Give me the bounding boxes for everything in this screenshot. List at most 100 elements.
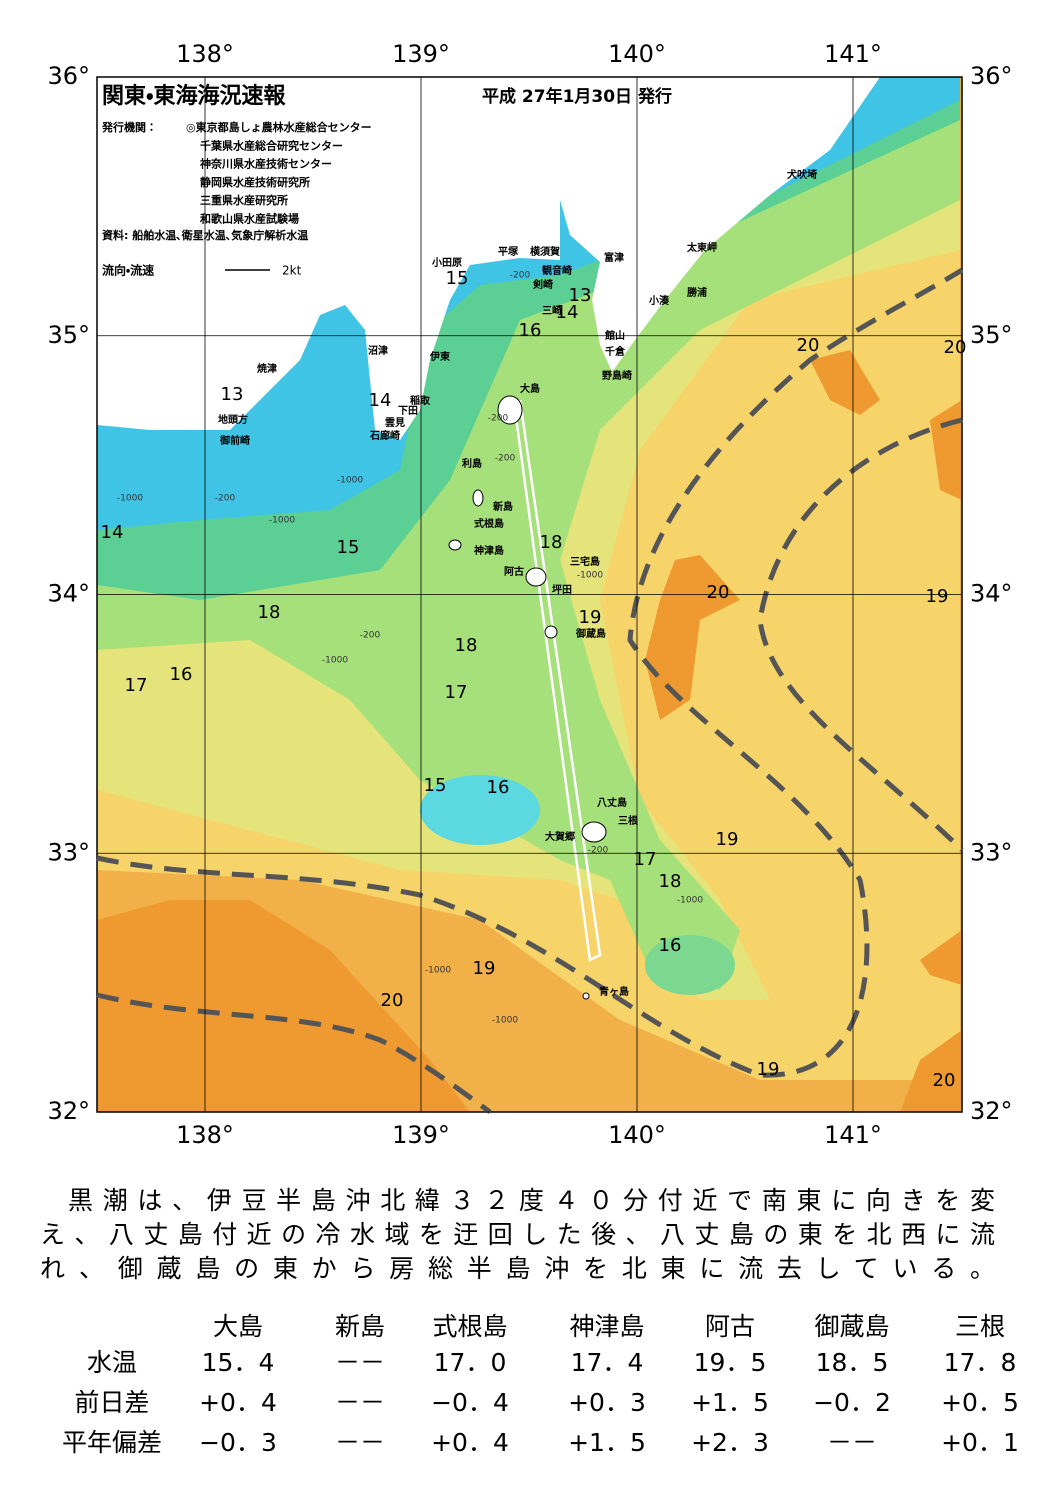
contour-label: 17: [125, 675, 148, 696]
table-header: 神津島: [569, 1312, 644, 1341]
depth-label: -1000: [677, 896, 703, 906]
contour-label: 19: [579, 607, 602, 628]
table-cell: +0．3: [568, 1388, 646, 1417]
lat-label: 36°: [47, 62, 90, 90]
place-name: 勝浦: [687, 286, 707, 299]
place-name: 太東岬: [686, 241, 717, 254]
contour-label: 20: [944, 337, 967, 358]
publisher: 三重県水産研究所: [200, 193, 288, 207]
contour-label: 16: [519, 320, 542, 341]
warm-patch: [930, 400, 962, 500]
place-name: 剣崎: [532, 278, 553, 291]
depth-label: -1000: [337, 476, 363, 486]
islands: [448, 395, 607, 1000]
kuroshio-line: [757, 417, 964, 852]
place-name: 富津: [604, 251, 624, 264]
issue-date: 平成 27年1月30日 発行: [482, 86, 672, 107]
place-name: 焼津: [257, 362, 277, 375]
place-name: 新島: [492, 500, 513, 513]
table-cell: +0．1: [941, 1428, 1019, 1457]
place-name: 八丈島: [597, 796, 627, 809]
contour-label: 20: [707, 582, 730, 603]
publisher: ◎東京都島しょ農林水産総合センター: [186, 120, 372, 134]
place-name: 三崎: [542, 304, 562, 317]
lon-label: 139°: [392, 40, 450, 68]
place-name: 神津島: [473, 544, 504, 557]
warm-patch: [920, 930, 962, 985]
place-name: 三根: [618, 814, 639, 827]
place-name: 伊東: [429, 350, 450, 363]
depth-label: -1000: [577, 571, 603, 581]
publisher: 和歌山県水産試験場: [200, 212, 299, 226]
table-cell: +2．3: [691, 1428, 769, 1457]
place-name: 阿古: [504, 565, 524, 578]
table-cell: 19．5: [694, 1348, 767, 1377]
table-cell: −0．3: [199, 1428, 277, 1457]
place-name: 御前崎: [219, 434, 250, 447]
lon-label: 138°: [176, 1121, 234, 1149]
summary-line: え、八丈島付近の冷水域を迂回した後、八丈島の東を北西に流: [40, 1220, 995, 1249]
sources: 資料: 船舶水温､衛星水温､気象庁解析水温: [102, 228, 308, 242]
contour-label: 19: [926, 586, 949, 607]
lat-label: 35°: [47, 321, 90, 349]
place-name: 観音崎: [542, 264, 572, 277]
publisher-label: 発行機関：: [101, 120, 157, 134]
summary-line: れ、御蔵島の東から房総半島沖を北東に流去している。: [40, 1254, 995, 1283]
depth-label: -1000: [117, 494, 143, 504]
place-name: 式根島: [474, 517, 504, 530]
place-name: 大賀郷: [545, 830, 575, 843]
publisher: 千葉県水産総合研究センター: [200, 138, 343, 152]
table-cell: +0．5: [941, 1388, 1019, 1417]
contour-label: 14: [101, 522, 124, 543]
row-label: 前日差: [74, 1388, 149, 1417]
table-cell: 17．8: [944, 1348, 1017, 1377]
depth-label: -200: [510, 271, 531, 281]
lon-label: 141°: [824, 1121, 882, 1149]
table-header: 御蔵島: [814, 1312, 889, 1341]
place-name: 坪田: [552, 583, 572, 596]
lon-label: 138°: [176, 40, 234, 68]
contour-label: 18: [258, 602, 281, 623]
row-label: 平年偏差: [62, 1428, 162, 1457]
island: [472, 489, 484, 507]
place-name: 大島: [520, 382, 540, 395]
contour-label: 19: [716, 829, 739, 850]
place-name: 犬吠埼: [787, 168, 817, 181]
land-west: [97, 77, 560, 440]
contour-label: 17: [445, 682, 468, 703]
publisher: 静岡県水産技術研究所: [200, 175, 310, 189]
table-header: 大島: [213, 1312, 263, 1341]
ship-track: [513, 399, 602, 962]
island: [448, 539, 462, 551]
lat-label: 32°: [970, 1097, 1013, 1125]
kuroshio-line: [96, 267, 964, 1078]
place-name: 地頭方: [218, 413, 248, 426]
lat-label: 32°: [47, 1097, 90, 1125]
place-name: 下田: [398, 405, 418, 417]
table-cell: +0．4: [199, 1388, 277, 1417]
place-name: 館山: [604, 329, 625, 342]
depth-label: -200: [495, 454, 516, 464]
island: [582, 992, 590, 1000]
place-name: 三宅島: [570, 555, 600, 568]
warm-patch: [645, 555, 740, 720]
place-name: 稲取: [410, 394, 431, 407]
lat-label: 33°: [970, 838, 1013, 866]
lat-label: 34°: [970, 580, 1013, 608]
place-name: 小田原: [431, 256, 462, 269]
place-name: 横須賀: [530, 245, 560, 258]
contour-label: 18: [540, 532, 563, 553]
table-header: 三根: [955, 1312, 1005, 1341]
lat-label: 36°: [970, 62, 1013, 90]
island: [525, 567, 547, 587]
depth-label: -200: [215, 494, 236, 504]
contour-label: 19: [473, 958, 496, 979]
table-cell: +1．5: [568, 1428, 646, 1457]
place-name: 小湊: [648, 294, 670, 307]
legend-label: 流向・流速: [102, 263, 154, 278]
contour-label: 16: [487, 777, 510, 798]
island: [497, 395, 523, 425]
place-name: 千倉: [605, 345, 626, 358]
table-header: 式根島: [432, 1312, 507, 1341]
